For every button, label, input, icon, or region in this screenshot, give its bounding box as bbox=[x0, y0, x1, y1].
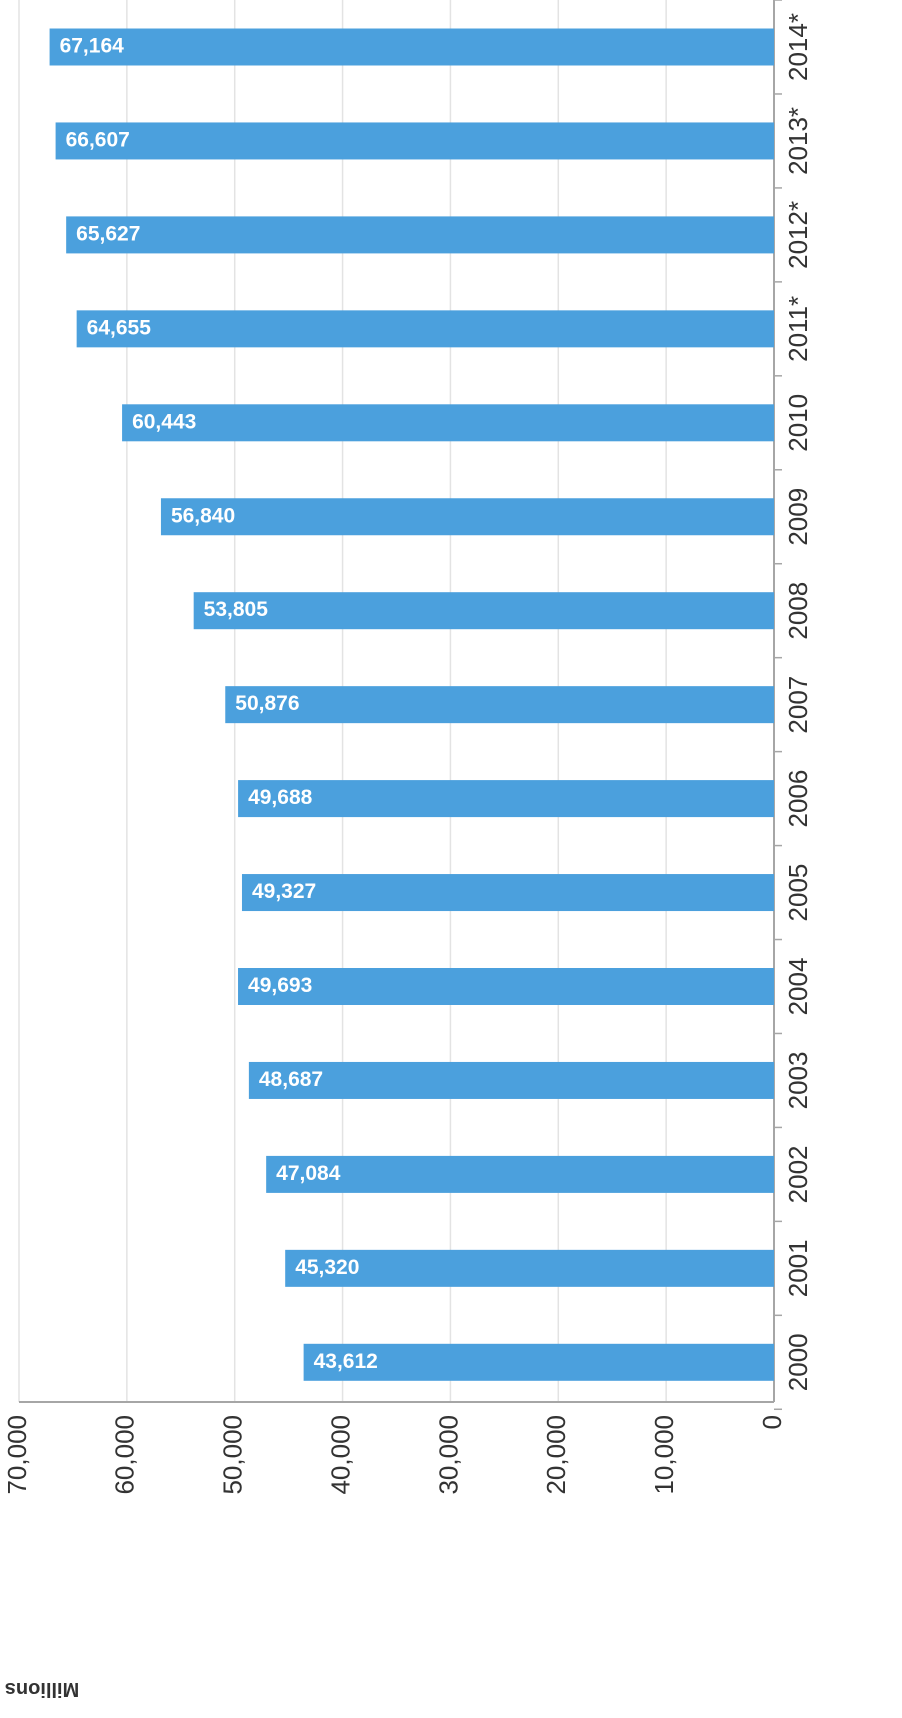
bar-2005 bbox=[241, 874, 774, 912]
bar-value-label: 53,805 bbox=[204, 598, 269, 621]
bar-2011-est bbox=[76, 310, 774, 348]
bar-2002 bbox=[266, 1155, 774, 1193]
value-tick-label: 50,000 bbox=[218, 1415, 248, 1495]
category-label: 2007 bbox=[783, 676, 813, 734]
category-label: 2008 bbox=[783, 582, 813, 640]
value-tick-label: 60,000 bbox=[110, 1415, 140, 1495]
bar-2009 bbox=[160, 498, 774, 536]
bar-value-label: 65,627 bbox=[76, 222, 140, 245]
value-tick-label: 0 bbox=[757, 1415, 787, 1429]
bar-2010 bbox=[122, 404, 774, 442]
bar-value-labels: 43,612 45,320 47,084 48,687 49,693 49,327 49,6… bbox=[60, 35, 378, 1373]
category-label: 2001 bbox=[783, 1239, 813, 1297]
bar-2008 bbox=[193, 592, 775, 630]
bar-2007 bbox=[225, 686, 775, 724]
bar-value-label: 45,320 bbox=[295, 1256, 359, 1279]
bar-value-label: 56,840 bbox=[171, 504, 235, 527]
bar-value-label: 64,655 bbox=[87, 316, 152, 339]
bar-value-label: 49,693 bbox=[248, 974, 312, 997]
category-label: 2011* bbox=[783, 296, 813, 362]
category-label: 2012* bbox=[783, 201, 813, 269]
bar-value-label: 49,688 bbox=[248, 786, 313, 809]
category-label: 2002 bbox=[783, 1145, 813, 1203]
category-ticks bbox=[774, 0, 782, 1411]
category-labels: 2000 2001 2002 2003 2004 2005 2006 2007 2008 2009… bbox=[783, 13, 813, 1391]
bar-value-label: 50,876 bbox=[235, 692, 299, 715]
bar-2004 bbox=[238, 968, 774, 1005]
bar-2013-est bbox=[55, 122, 774, 160]
value-tick-label: 70,000 bbox=[2, 1415, 32, 1495]
bar-2014-est bbox=[49, 28, 775, 66]
bar-value-label: 47,084 bbox=[276, 1162, 341, 1185]
category-label: 2010 bbox=[783, 394, 813, 452]
category-label: 2003 bbox=[783, 1052, 813, 1110]
bar-value-label: 48,687 bbox=[259, 1068, 323, 1091]
bar-value-label: 49,327 bbox=[252, 880, 316, 903]
bar-value-label: 43,612 bbox=[314, 1350, 378, 1373]
category-label: 2004 bbox=[783, 958, 813, 1016]
bar-value-label: 66,607 bbox=[66, 128, 130, 151]
bar-2003 bbox=[248, 1061, 775, 1099]
category-label: 2005 bbox=[783, 864, 813, 922]
bar-2000 bbox=[303, 1343, 774, 1381]
value-axis-ticks: 0 10,000 20,000 30,000 40,000 50,000 60,000 70,… bbox=[2, 1415, 787, 1495]
value-axis-title: Millions bbox=[5, 1678, 79, 1700]
category-label: 2006 bbox=[783, 770, 813, 828]
category-label: 2013* bbox=[783, 107, 813, 175]
category-label: 2009 bbox=[783, 488, 813, 546]
category-label: 2014* bbox=[783, 13, 813, 81]
value-tick-label: 30,000 bbox=[433, 1415, 463, 1495]
bar-value-label: 60,443 bbox=[132, 410, 196, 433]
value-tick-label: 20,000 bbox=[541, 1415, 571, 1495]
value-tick-label: 40,000 bbox=[325, 1415, 355, 1495]
bar-value-label: 67,164 bbox=[60, 35, 125, 58]
bar-2012-est bbox=[66, 216, 774, 254]
category-label: 2000 bbox=[783, 1333, 813, 1391]
value-tick-label: 10,000 bbox=[649, 1415, 679, 1495]
bars bbox=[49, 28, 775, 1381]
bar-2006 bbox=[238, 780, 775, 818]
bar-2001 bbox=[285, 1249, 774, 1287]
